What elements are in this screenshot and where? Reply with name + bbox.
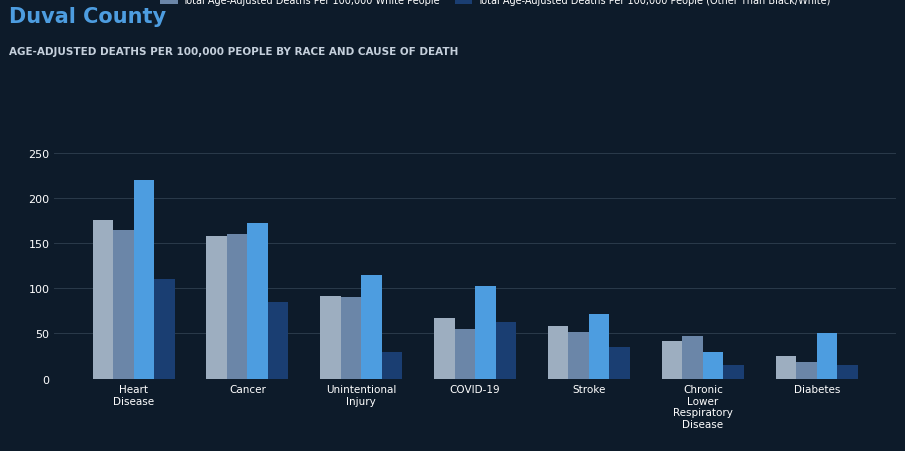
Bar bbox=[320, 296, 341, 379]
Bar bbox=[589, 314, 609, 379]
Bar bbox=[662, 341, 682, 379]
Bar bbox=[247, 224, 268, 379]
Bar bbox=[434, 318, 454, 379]
Bar bbox=[796, 363, 816, 379]
Bar bbox=[382, 352, 402, 379]
Bar bbox=[268, 302, 289, 379]
Bar bbox=[776, 356, 796, 379]
Bar bbox=[154, 280, 175, 379]
Legend: Total Age-Adjusted Deaths Per 100,000 People, Total Age-Adjusted Deaths Per 100,: Total Age-Adjusted Deaths Per 100,000 Pe… bbox=[160, 0, 831, 6]
Text: Duval County: Duval County bbox=[9, 7, 167, 27]
Bar bbox=[227, 235, 247, 379]
Bar bbox=[496, 322, 516, 379]
Bar bbox=[723, 365, 744, 379]
Bar bbox=[609, 347, 630, 379]
Bar bbox=[475, 286, 496, 379]
Bar bbox=[816, 334, 837, 379]
Bar bbox=[361, 275, 382, 379]
Text: AGE-ADJUSTED DEATHS PER 100,000 PEOPLE BY RACE AND CAUSE OF DEATH: AGE-ADJUSTED DEATHS PER 100,000 PEOPLE B… bbox=[9, 47, 459, 57]
Bar bbox=[113, 230, 134, 379]
Bar bbox=[703, 352, 723, 379]
Bar bbox=[548, 327, 568, 379]
Bar bbox=[206, 236, 227, 379]
Bar bbox=[682, 336, 703, 379]
Bar bbox=[454, 329, 475, 379]
Bar bbox=[134, 180, 154, 379]
Bar bbox=[92, 221, 113, 379]
Bar bbox=[341, 298, 361, 379]
Bar bbox=[837, 365, 858, 379]
Bar bbox=[568, 332, 589, 379]
